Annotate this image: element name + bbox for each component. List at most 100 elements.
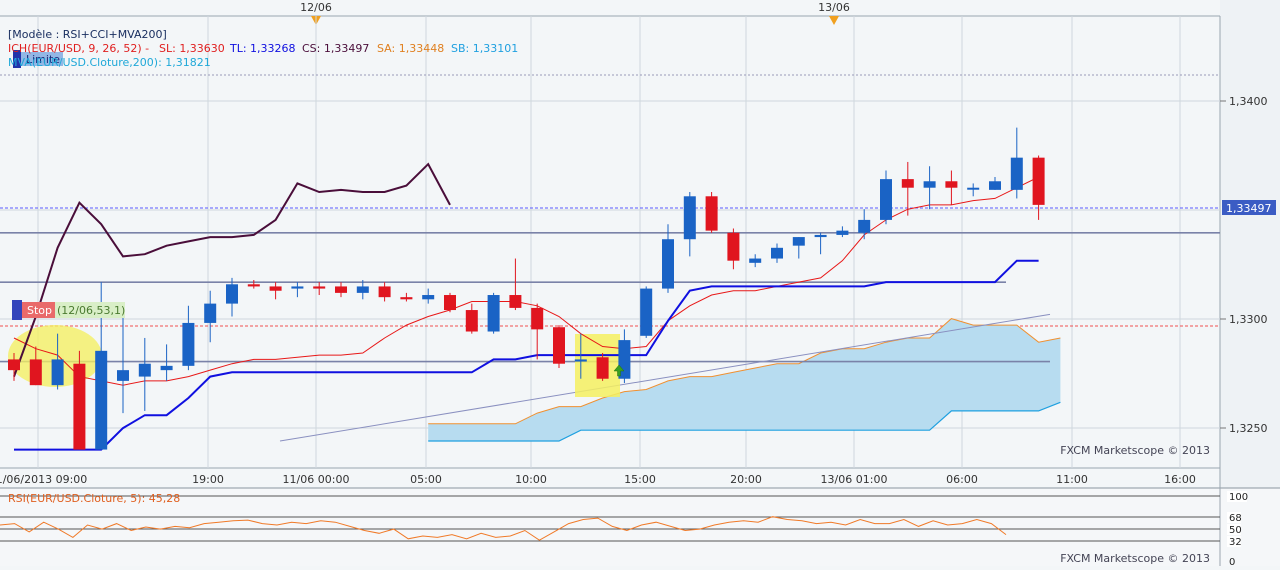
candle[interactable]: [967, 183, 980, 197]
candle[interactable]: [705, 192, 718, 233]
stop-annotation-box: [55, 302, 125, 318]
horizontal-levels[interactable]: [0, 231, 1220, 442]
candle[interactable]: [771, 243, 783, 263]
model-label: [Modèle : RSI+CCI+MVA200]: [8, 28, 167, 41]
candle[interactable]: [553, 325, 565, 368]
top-date-label: 13/06: [818, 1, 850, 14]
candle[interactable]: [269, 282, 282, 300]
top-date-marker: 13/06: [818, 1, 850, 25]
ich-sa: SA: 1,33448: [377, 42, 444, 55]
candle[interactable]: [880, 170, 892, 225]
candle[interactable]: [814, 232, 827, 255]
current-price-badge: [1222, 200, 1276, 215]
x-tick-label: 11/06 00:00: [283, 473, 350, 486]
candle[interactable]: [1032, 155, 1045, 220]
candle[interactable]: [858, 209, 871, 240]
watermark-rsi: FXCM Marketscope © 2013: [1060, 552, 1210, 565]
candle-body: [422, 295, 435, 300]
ichimoku-cloud: [428, 318, 1061, 442]
candle[interactable]: [51, 333, 64, 390]
kijun-sen-line: [14, 259, 1039, 451]
candle[interactable]: [73, 350, 86, 450]
candle-body: [553, 327, 565, 364]
candle[interactable]: [945, 170, 958, 205]
candle[interactable]: [487, 292, 500, 334]
candle-body: [749, 258, 762, 263]
candle[interactable]: [8, 352, 20, 381]
candle-body: [574, 359, 587, 362]
candle[interactable]: [422, 288, 435, 304]
candle[interactable]: [749, 254, 762, 268]
candle[interactable]: [400, 292, 413, 302]
candle[interactable]: [356, 280, 369, 300]
candle[interactable]: [596, 352, 609, 381]
candle[interactable]: [378, 282, 391, 302]
y-tick-label: 1,3300: [1229, 313, 1268, 326]
candle[interactable]: [335, 282, 347, 298]
rsi-panel-background: [0, 488, 1280, 566]
candle-body: [160, 365, 173, 371]
candle[interactable]: [444, 292, 456, 313]
y-tick-label: 1,3400: [1229, 95, 1268, 108]
limit-marker[interactable]: Limite: [13, 50, 63, 68]
candle-body: [291, 286, 304, 289]
ich-prefix: ICH(EUR/USD, 9, 26, 52) -: [8, 42, 149, 55]
rsi-title: RSI(EUR/USD.Cloture, 5): 45,28: [8, 492, 180, 505]
x-tick-label: 13/06 01:00: [821, 473, 888, 486]
buy-arrow-icon: [613, 364, 625, 377]
candle[interactable]: [160, 344, 173, 381]
candle-body: [901, 179, 914, 188]
candle[interactable]: [531, 303, 544, 360]
candle[interactable]: [792, 237, 805, 259]
candle[interactable]: [204, 290, 217, 343]
candle-body: [204, 303, 217, 323]
rsi-line: [0, 516, 1007, 541]
candle[interactable]: [313, 282, 326, 296]
candle-body: [378, 286, 391, 298]
candle-body: [356, 286, 369, 293]
candle[interactable]: [923, 166, 936, 210]
mva-legend: MVA(EUR/USD.Cloture,200): 1,31821: [8, 56, 211, 69]
limit-label: Limite: [26, 53, 60, 66]
candle[interactable]: [117, 316, 129, 414]
candle-body: [923, 181, 936, 188]
candle[interactable]: [683, 192, 696, 257]
candle[interactable]: [836, 226, 849, 238]
limit-marker-handle[interactable]: [13, 50, 21, 68]
candle[interactable]: [509, 258, 522, 311]
candle[interactable]: [1010, 127, 1023, 199]
candle-body: [771, 247, 783, 259]
rsi-tick-labels: 100 68 50 32 0: [1227, 491, 1248, 568]
candle[interactable]: [291, 282, 304, 298]
candle-body: [269, 286, 282, 291]
stop-label: Stop: [27, 304, 52, 317]
candle[interactable]: [727, 228, 740, 270]
stop-marker[interactable]: Stop (12/06,53,1): [12, 300, 125, 320]
candlesticks[interactable]: [8, 127, 1045, 450]
ich-sb: SB: 1,33101: [451, 42, 518, 55]
stop-marker-handle[interactable]: [12, 300, 22, 320]
candle[interactable]: [901, 161, 914, 216]
candle[interactable]: [138, 337, 151, 411]
candle[interactable]: [989, 176, 1001, 190]
candle[interactable]: [29, 346, 42, 386]
candle[interactable]: [662, 224, 674, 293]
candle-body: [182, 322, 195, 366]
senkou-span-a: [428, 318, 1061, 425]
candle-body: [814, 234, 827, 238]
candle[interactable]: [465, 303, 478, 334]
candle-body: [8, 359, 20, 371]
candle[interactable]: [247, 280, 260, 289]
grid-layer: [0, 16, 1220, 468]
candle[interactable]: [226, 277, 238, 317]
candle-body: [683, 196, 696, 240]
candle-body: [465, 310, 478, 332]
rsi-panel[interactable]: RSI(EUR/USD.Cloture, 5): 45,28 FXCM Mark…: [0, 491, 1248, 568]
candle-body: [509, 295, 522, 308]
candle[interactable]: [574, 333, 587, 379]
candle[interactable]: [182, 305, 195, 371]
candle-body: [29, 359, 42, 386]
candle-body: [400, 297, 413, 300]
candle[interactable]: [640, 286, 653, 338]
